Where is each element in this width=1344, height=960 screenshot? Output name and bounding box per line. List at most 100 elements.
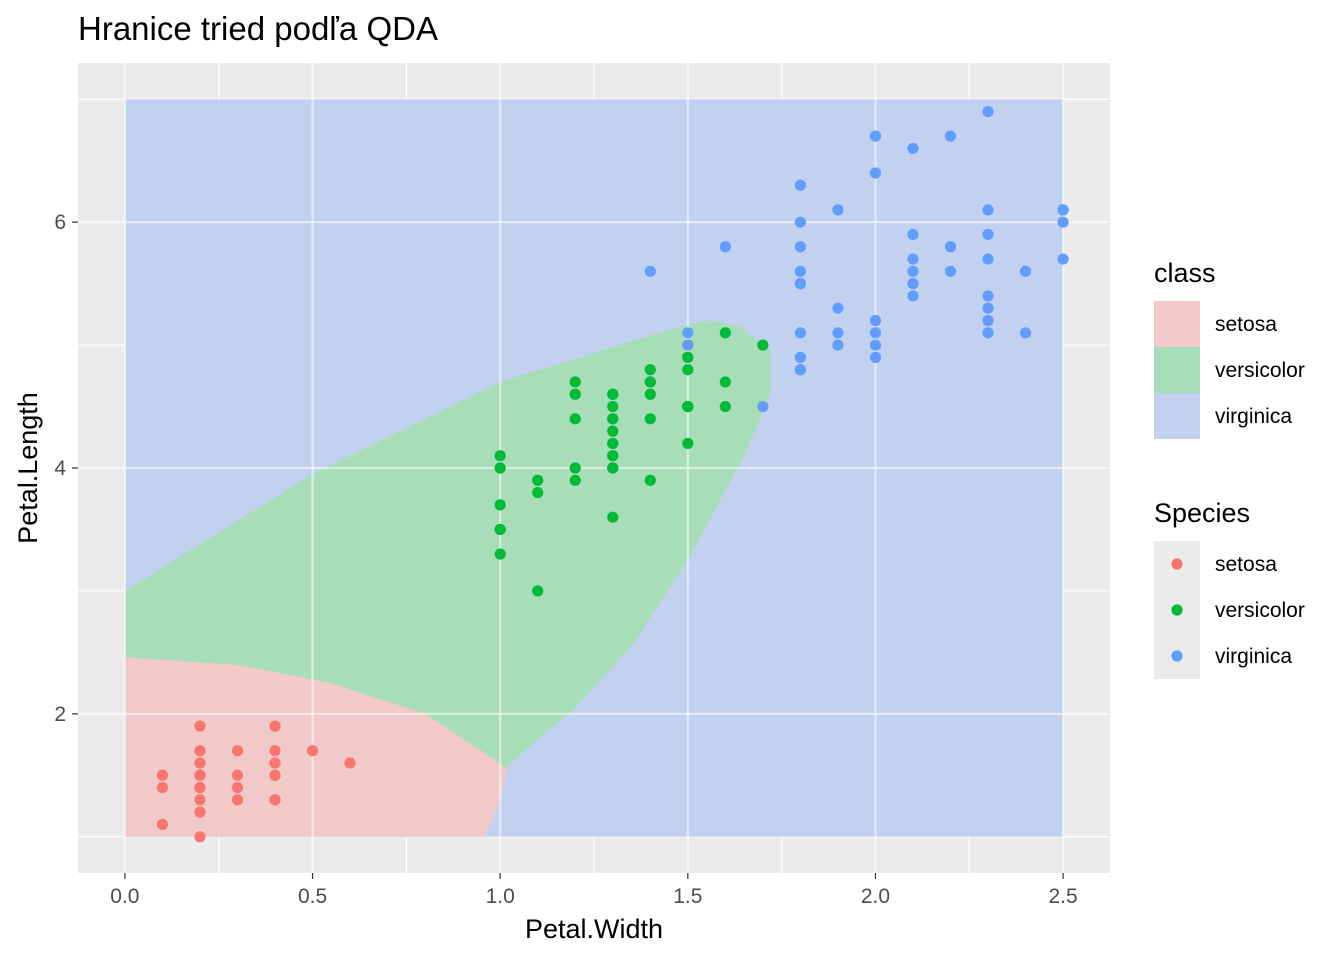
- point-virginica: [832, 204, 844, 216]
- point-virginica: [869, 314, 882, 327]
- point-virginica: [944, 265, 957, 277]
- point-versicolor: [607, 450, 619, 462]
- point-versicolor: [607, 462, 619, 474]
- point-setosa: [231, 794, 244, 806]
- point-setosa: [269, 794, 281, 806]
- legends: class setosa versicolor virginica Species set…: [1154, 258, 1305, 679]
- point-virginica: [1019, 265, 1032, 277]
- x-tick-label: 1.0: [486, 885, 515, 908]
- point-virginica: [832, 327, 844, 339]
- point-versicolor: [719, 327, 731, 339]
- point-versicolor: [532, 474, 544, 486]
- point-versicolor: [682, 364, 694, 376]
- legend-class-key-versicolor: [1154, 347, 1200, 393]
- point-versicolor: [644, 364, 656, 376]
- legend-class-key-setosa: [1154, 301, 1200, 347]
- point-virginica: [1057, 216, 1069, 228]
- legend-species-label: versicolor: [1215, 599, 1305, 622]
- point-virginica: [982, 302, 994, 314]
- point-virginica: [982, 327, 994, 339]
- point-virginica: [982, 105, 994, 118]
- x-axis-title: Petal.Width: [525, 914, 663, 944]
- point-virginica: [907, 228, 919, 241]
- point-setosa: [156, 769, 169, 781]
- point-versicolor: [644, 388, 656, 400]
- point-versicolor: [532, 486, 544, 499]
- point-setosa: [231, 781, 244, 794]
- point-virginica: [794, 216, 807, 228]
- point-setosa: [194, 806, 206, 818]
- point-versicolor: [607, 388, 619, 400]
- point-versicolor: [569, 474, 581, 486]
- point-setosa: [156, 781, 169, 794]
- point-virginica: [869, 339, 882, 351]
- point-setosa: [231, 745, 244, 757]
- point-virginica: [944, 130, 957, 142]
- point-virginica: [682, 327, 694, 339]
- point-virginica: [832, 339, 844, 351]
- point-versicolor: [757, 339, 769, 351]
- point-virginica: [794, 265, 807, 277]
- point-versicolor: [569, 376, 581, 388]
- point-versicolor: [682, 437, 694, 450]
- legend-class-title: class: [1154, 258, 1216, 288]
- point-setosa: [194, 720, 206, 732]
- point-virginica: [907, 253, 919, 265]
- point-versicolor: [532, 585, 544, 597]
- point-versicolor: [607, 511, 619, 523]
- point-versicolor: [719, 376, 731, 388]
- point-versicolor: [569, 462, 581, 474]
- point-virginica: [794, 278, 807, 290]
- point-setosa: [194, 831, 206, 843]
- legend-species-key-versicolor: [1171, 604, 1183, 616]
- legend-species-label: virginica: [1215, 645, 1292, 668]
- point-setosa: [194, 745, 206, 757]
- point-virginica: [757, 400, 769, 413]
- point-virginica: [794, 364, 807, 376]
- point-setosa: [269, 757, 281, 769]
- point-virginica: [869, 130, 882, 142]
- axes: 0.0 0.5 1.0 1.5 2.0 2.5 2 4 6: [54, 211, 1077, 908]
- point-setosa: [269, 720, 281, 732]
- point-virginica: [794, 179, 807, 191]
- point-virginica: [982, 204, 994, 216]
- point-versicolor: [494, 450, 506, 462]
- point-virginica: [907, 142, 919, 155]
- point-setosa: [344, 757, 356, 769]
- legend-species-label: setosa: [1215, 553, 1277, 576]
- point-virginica: [644, 265, 656, 277]
- point-virginica: [794, 351, 807, 363]
- point-virginica: [982, 314, 994, 327]
- y-tick-label: 2: [54, 703, 66, 726]
- point-setosa: [194, 757, 206, 769]
- point-virginica: [907, 278, 919, 290]
- point-virginica: [982, 253, 994, 265]
- x-tick-label: 0.0: [110, 885, 139, 908]
- point-versicolor: [494, 462, 506, 474]
- point-virginica: [869, 167, 882, 179]
- point-virginica: [719, 241, 731, 253]
- point-versicolor: [607, 400, 619, 413]
- point-virginica: [869, 327, 882, 339]
- point-versicolor: [569, 413, 581, 425]
- x-tick-label: 2.5: [1048, 885, 1077, 908]
- chart-title: Hranice tried podľa QDA: [78, 10, 438, 47]
- legend-species-key-setosa: [1171, 558, 1183, 570]
- point-versicolor: [607, 425, 619, 437]
- y-tick-label: 6: [54, 211, 66, 234]
- point-virginica: [1057, 204, 1069, 216]
- point-versicolor: [644, 474, 656, 486]
- point-setosa: [194, 781, 206, 794]
- point-virginica: [1057, 253, 1069, 265]
- legend-class-label: versicolor: [1215, 359, 1305, 382]
- point-versicolor: [494, 548, 506, 560]
- point-versicolor: [644, 413, 656, 425]
- point-versicolor: [607, 413, 619, 425]
- point-virginica: [869, 351, 882, 363]
- major-gridlines: [78, 63, 1110, 873]
- point-setosa: [269, 769, 281, 781]
- point-versicolor: [719, 400, 731, 413]
- point-virginica: [832, 302, 844, 314]
- point-virginica: [1019, 327, 1032, 339]
- point-versicolor: [494, 523, 506, 536]
